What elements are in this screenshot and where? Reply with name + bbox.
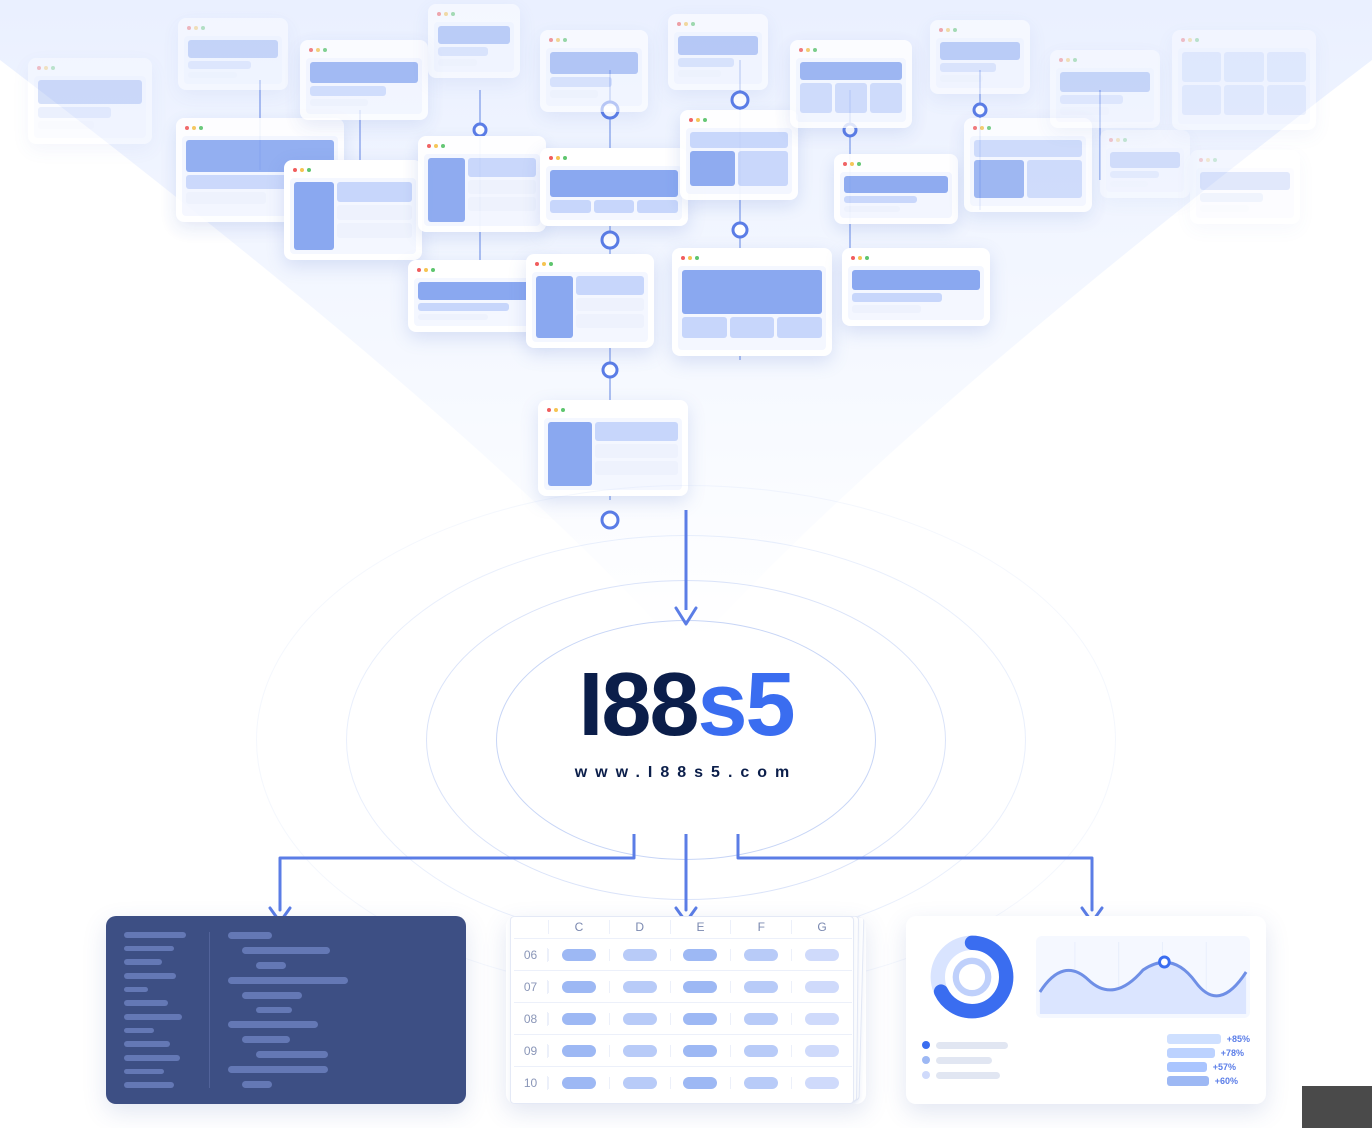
sheet-col-header: D [609, 920, 670, 934]
sheet-col-header: F [730, 920, 791, 934]
stat-row: +85% [1167, 1034, 1250, 1044]
source-cards-layer [0, 0, 1372, 520]
sheet-row: 09 [514, 1034, 852, 1066]
source-card [540, 30, 648, 112]
brand-logo: I88s5 www.I88s5.com [575, 660, 798, 782]
wave-chart [1036, 936, 1250, 1018]
funnel-arrow-down [666, 510, 706, 630]
code-panel [106, 916, 466, 1104]
sheet-row: 07 [514, 970, 852, 1002]
source-card [930, 20, 1030, 94]
corner-block [1302, 1086, 1372, 1128]
source-card [28, 58, 152, 144]
source-card [1050, 50, 1160, 128]
stat-row: +57% [1167, 1062, 1250, 1072]
sheet-col-header: C [548, 920, 609, 934]
sheet-col-header: E [670, 920, 731, 934]
source-card [428, 4, 520, 78]
spreadsheet-panel: CDEFG 0607080910 [506, 916, 866, 1104]
legend-item [922, 1071, 1008, 1079]
source-card [672, 248, 832, 356]
source-card [540, 148, 688, 226]
source-card [284, 160, 422, 260]
stat-row: +78% [1167, 1048, 1250, 1058]
sheet-row: 10 [514, 1066, 852, 1098]
source-card [668, 14, 768, 90]
legend-item [922, 1056, 1008, 1064]
source-card [300, 40, 428, 120]
dashboard-stats: +85% +78% +57% +60% [1167, 1034, 1250, 1086]
source-card [1100, 130, 1190, 198]
sheet-col-header: G [791, 920, 852, 934]
dashboard-legend [922, 1041, 1008, 1079]
output-panels: CDEFG 0607080910 [0, 916, 1372, 1104]
source-card [964, 118, 1092, 212]
output-arrows [196, 834, 1176, 928]
donut-chart [922, 930, 1022, 1024]
sheet-row: 08 [514, 1002, 852, 1034]
source-card [178, 18, 288, 90]
source-card [790, 40, 912, 128]
source-card [1172, 30, 1316, 130]
source-card [1190, 150, 1300, 224]
source-card [842, 248, 990, 326]
logo-part2: s5 [698, 655, 794, 755]
source-card [834, 154, 958, 224]
source-card [538, 400, 688, 496]
sheet-row: 06 [514, 938, 852, 970]
source-card [680, 110, 798, 200]
dashboard-panel: +85% +78% +57% +60% [906, 916, 1266, 1104]
source-card [418, 136, 546, 232]
source-card [526, 254, 654, 348]
logo-url: www.I88s5.com [575, 764, 798, 782]
logo-part1: I88 [578, 655, 697, 755]
stat-row: +60% [1167, 1076, 1250, 1086]
legend-item [922, 1041, 1008, 1049]
